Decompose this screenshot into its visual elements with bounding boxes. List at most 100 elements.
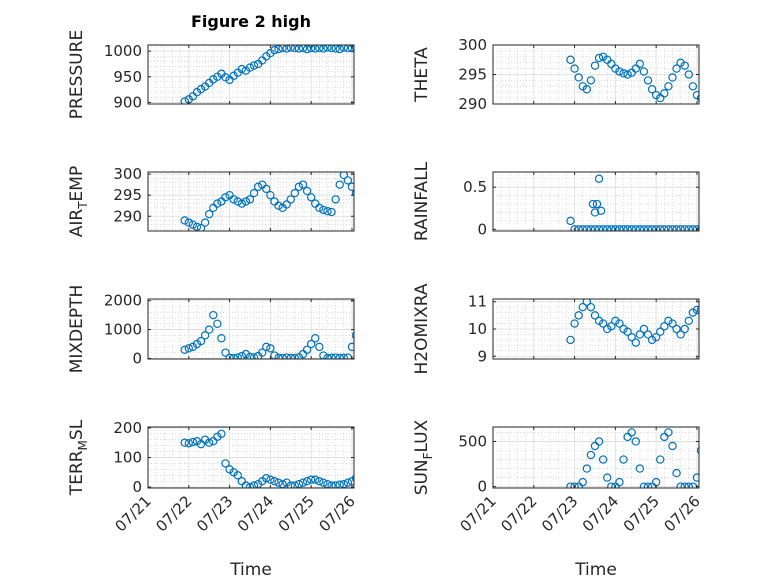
x-tick-label: 07/22 xyxy=(497,492,540,535)
data-point xyxy=(672,64,681,73)
data-point xyxy=(213,199,222,208)
data-point xyxy=(221,73,230,82)
data-point xyxy=(241,481,251,488)
y-axis-label: MIXDEPTH xyxy=(67,285,87,374)
data-point xyxy=(672,225,681,231)
data-point xyxy=(327,481,336,488)
data-point xyxy=(684,316,694,326)
data-point xyxy=(680,482,689,488)
data-point xyxy=(603,225,612,231)
data-point xyxy=(582,225,592,231)
data-point xyxy=(377,196,384,203)
data-point xyxy=(241,197,251,206)
data-point xyxy=(225,353,234,359)
y-axis-label: TERRMSL xyxy=(67,419,90,496)
data-point xyxy=(369,320,376,327)
data-point xyxy=(253,182,263,191)
x-tick-label: 07/24 xyxy=(579,492,622,535)
data-point xyxy=(373,338,380,345)
data-point xyxy=(339,45,349,52)
data-point xyxy=(706,226,713,233)
y-tick-label: 295 xyxy=(458,66,487,84)
data-point xyxy=(588,199,598,209)
axes-box xyxy=(147,44,355,105)
data-point xyxy=(702,97,709,104)
data-point xyxy=(381,442,388,449)
data-point xyxy=(184,344,193,353)
data-point xyxy=(262,184,271,194)
data-point xyxy=(373,448,380,455)
y-tick-label: 2000 xyxy=(104,292,142,310)
data-point xyxy=(377,445,384,452)
data-point xyxy=(660,89,669,98)
data-point xyxy=(631,225,640,231)
data-point xyxy=(315,476,324,486)
data-point xyxy=(266,190,275,200)
data-point xyxy=(607,59,616,69)
data-point xyxy=(639,67,649,76)
data-point xyxy=(660,322,669,331)
data-point xyxy=(302,186,312,196)
data-point xyxy=(188,437,198,447)
data-point xyxy=(343,45,353,53)
data-point xyxy=(656,327,665,336)
data-point xyxy=(586,450,596,460)
data-point xyxy=(570,64,579,73)
data-point xyxy=(688,82,698,91)
data-point xyxy=(327,353,336,359)
y-tick-label: 200 xyxy=(113,419,142,437)
data-point xyxy=(294,45,304,53)
data-point xyxy=(702,226,709,233)
y-tick-label: 1000 xyxy=(104,321,142,339)
data-point xyxy=(643,76,653,85)
data-point xyxy=(196,336,206,346)
data-point xyxy=(730,483,737,490)
data-point xyxy=(710,438,717,445)
data-point xyxy=(590,61,600,70)
data-point xyxy=(343,478,353,487)
axes-box xyxy=(492,426,700,489)
data-point xyxy=(180,216,189,225)
data-point xyxy=(643,225,653,231)
x-tick-label: 07/21 xyxy=(457,492,500,535)
data-point xyxy=(594,225,604,231)
data-series xyxy=(180,172,384,231)
data-point xyxy=(270,476,279,486)
data-point xyxy=(598,455,608,464)
data-point xyxy=(603,473,612,482)
data-point xyxy=(590,225,600,231)
data-point xyxy=(315,45,324,53)
data-point xyxy=(377,67,384,74)
data-point xyxy=(335,180,344,189)
data-point xyxy=(184,218,193,227)
data-point xyxy=(615,477,624,487)
data-point xyxy=(266,475,275,484)
data-point xyxy=(722,44,729,51)
data-point xyxy=(357,317,364,324)
y-tick-label: 0.5 xyxy=(463,178,487,196)
data-point xyxy=(282,353,291,359)
data-point xyxy=(249,188,259,198)
y-tick-label: 300 xyxy=(113,165,142,183)
data-point xyxy=(570,319,579,328)
data-point xyxy=(627,428,636,437)
axes-box xyxy=(492,171,700,232)
plot-area xyxy=(148,45,354,104)
data-point xyxy=(680,61,689,70)
data-point xyxy=(274,201,283,210)
data-point xyxy=(726,339,733,346)
x-tick-label: 07/21 xyxy=(112,492,155,535)
data-point xyxy=(319,45,328,53)
data-point xyxy=(702,429,709,436)
data-point xyxy=(726,479,733,486)
data-point xyxy=(311,475,320,484)
data-point xyxy=(266,344,275,353)
data-point xyxy=(278,353,287,359)
data-point xyxy=(668,225,677,231)
x-tick-label: 07/24 xyxy=(234,492,277,535)
data-point xyxy=(361,463,368,470)
data-point xyxy=(347,182,354,191)
data-series xyxy=(180,310,380,359)
data-point xyxy=(706,99,713,106)
data-point xyxy=(710,342,717,349)
